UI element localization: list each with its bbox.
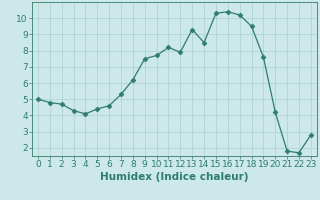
X-axis label: Humidex (Indice chaleur): Humidex (Indice chaleur) xyxy=(100,172,249,182)
